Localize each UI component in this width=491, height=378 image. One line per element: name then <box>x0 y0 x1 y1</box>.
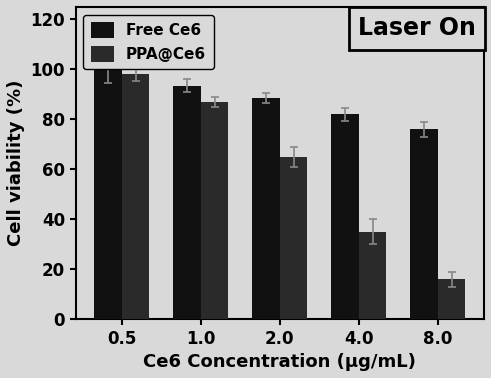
Y-axis label: Cell viability (%): Cell viability (%) <box>7 80 25 246</box>
Bar <box>438 279 465 319</box>
Bar <box>173 85 201 319</box>
Bar <box>94 70 122 319</box>
Bar <box>410 129 438 319</box>
Text: Laser On: Laser On <box>358 16 476 40</box>
Bar <box>122 74 149 319</box>
Bar <box>359 232 386 319</box>
Bar <box>331 114 359 319</box>
Bar <box>252 98 280 319</box>
Legend: Free Ce6, PPA@Ce6: Free Ce6, PPA@Ce6 <box>83 15 214 70</box>
Bar <box>280 157 307 319</box>
Bar <box>201 102 228 319</box>
X-axis label: Ce6 Concentration (μg/mL): Ce6 Concentration (μg/mL) <box>143 353 416 371</box>
